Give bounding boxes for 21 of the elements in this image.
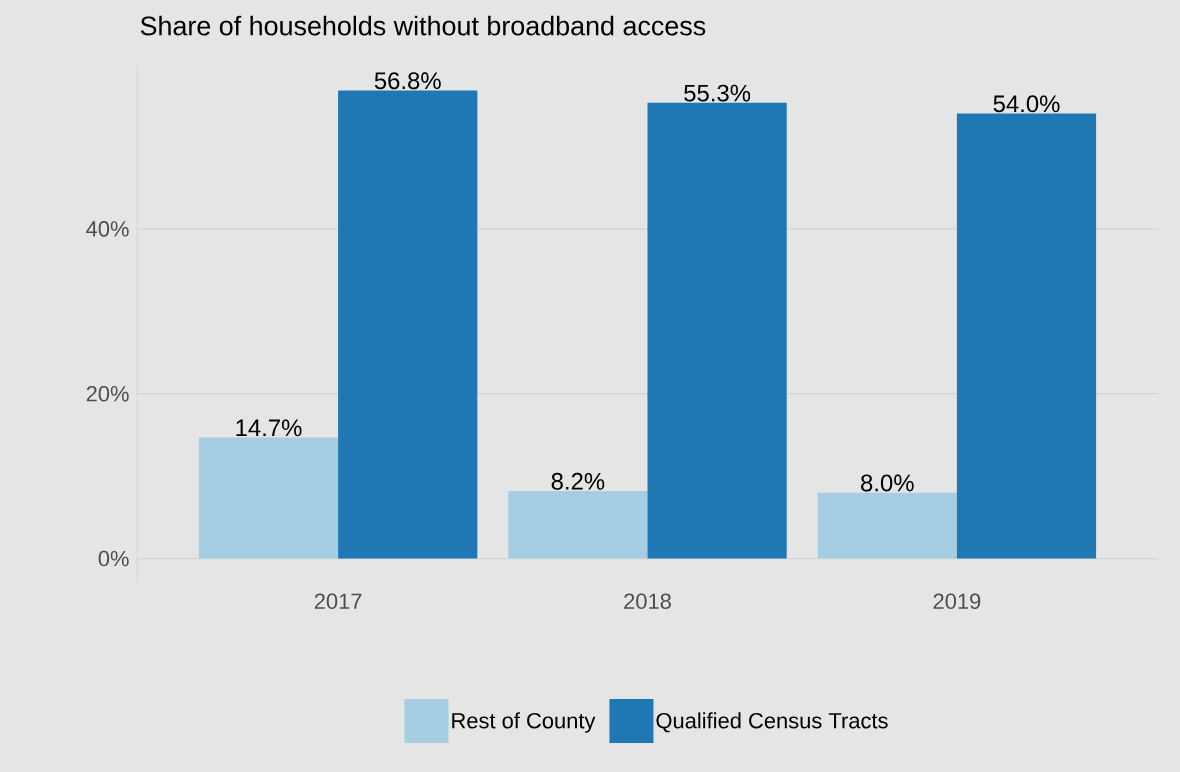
x-tick-label: 2017 — [314, 593, 362, 610]
data-label: 54.0% — [993, 95, 1060, 113]
bar — [508, 490, 648, 559]
bar — [817, 492, 957, 559]
data-label: 56.8% — [374, 72, 441, 90]
x-tick-label: 2019 — [933, 593, 981, 610]
legend-label: Rest of County — [452, 712, 596, 733]
data-label: 8.2% — [551, 472, 605, 490]
data-label: 8.0% — [861, 474, 914, 492]
y-tick-label: 0% — [98, 550, 129, 567]
x-tick-label: 2018 — [624, 593, 671, 610]
chart-title: Share of households without broadband access — [140, 15, 706, 36]
legend-label: Qualified Census Tracts — [656, 712, 888, 733]
bar — [647, 102, 787, 559]
data-label: 14.7% — [236, 419, 302, 437]
bar — [198, 437, 339, 559]
data-label: 55.3% — [684, 84, 751, 102]
bar — [956, 113, 1097, 559]
bar — [338, 90, 478, 559]
y-tick-label: 40% — [86, 221, 129, 237]
y-tick-label: 20% — [86, 385, 129, 402]
